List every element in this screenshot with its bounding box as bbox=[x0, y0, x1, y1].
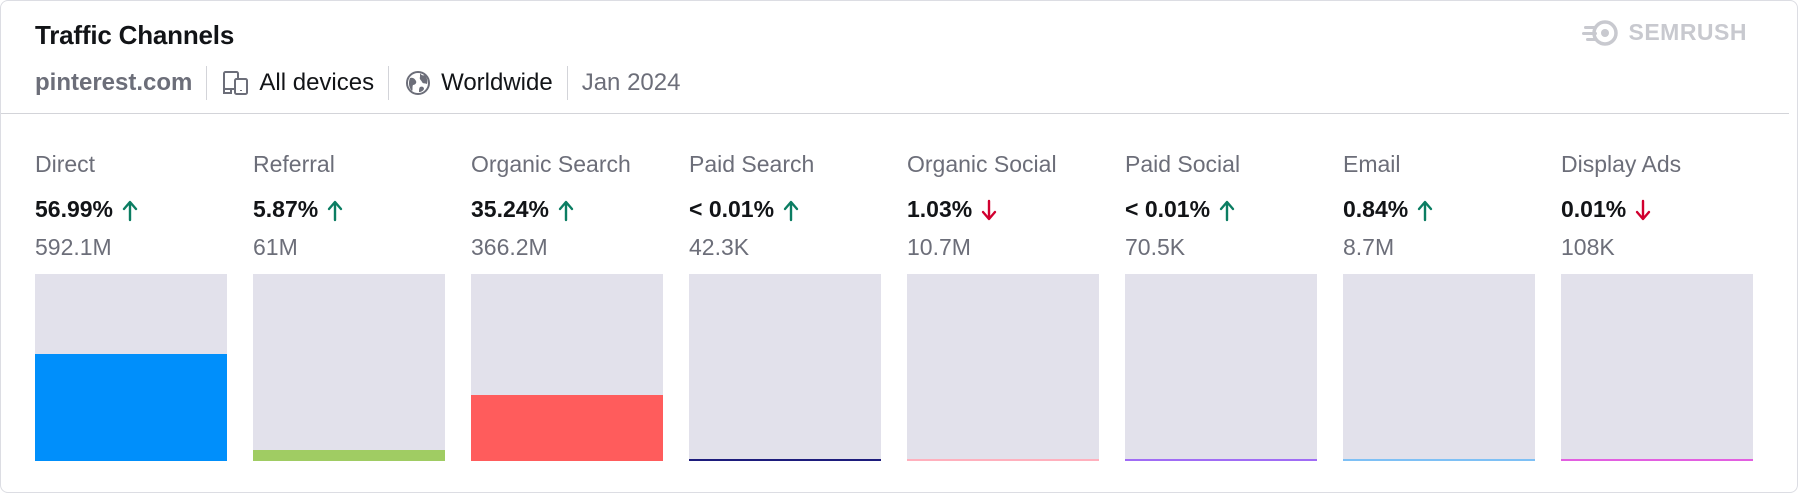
channel-share: 56.99% bbox=[35, 196, 114, 222]
channel-share: 0.01% bbox=[1561, 196, 1627, 222]
channel-paid-search[interactable]: Paid Search < 0.01% 42.3K bbox=[689, 114, 881, 492]
channel-share-row: 56.99% bbox=[35, 196, 139, 223]
channel-bar-track bbox=[1343, 274, 1535, 461]
channel-visits: 366.2M bbox=[471, 234, 548, 260]
channel-share: < 0.01% bbox=[689, 196, 775, 222]
channel-share: 35.24% bbox=[471, 196, 550, 222]
channel-bar-track bbox=[253, 274, 445, 461]
channel-bar-fill bbox=[471, 395, 663, 461]
filter-divider bbox=[206, 66, 208, 100]
channel-visits: 592.1M bbox=[35, 234, 112, 260]
device-filter-label: All devices bbox=[259, 69, 375, 96]
domain-label[interactable]: pinterest.com bbox=[35, 69, 193, 96]
arrow-down-icon bbox=[1634, 198, 1652, 222]
arrow-down-icon bbox=[980, 198, 998, 222]
channel-name: Organic Search bbox=[471, 151, 631, 177]
channel-share: 0.84% bbox=[1343, 196, 1409, 222]
channel-share-row: < 0.01% bbox=[1125, 196, 1236, 223]
channel-share: < 0.01% bbox=[1125, 196, 1211, 222]
channel-bar-fill bbox=[253, 450, 445, 461]
channel-bar-fill bbox=[907, 459, 1099, 461]
arrow-up-icon bbox=[782, 198, 800, 222]
channel-bar-track bbox=[1561, 274, 1753, 461]
region-filter[interactable]: Worldwide bbox=[403, 65, 553, 101]
arrow-up-icon bbox=[121, 198, 139, 222]
channel-email[interactable]: Email 0.84% 8.7M bbox=[1343, 114, 1535, 492]
channel-share-row: 5.87% bbox=[253, 196, 344, 223]
channel-bar-track bbox=[471, 274, 663, 461]
channel-bar-fill bbox=[35, 354, 227, 461]
filter-bar: pinterest.com All devices bbox=[35, 65, 680, 101]
channel-bar-track bbox=[35, 274, 227, 461]
channel-visits: 10.7M bbox=[907, 234, 971, 260]
channel-share-row: 35.24% bbox=[471, 196, 575, 223]
widget-header: Traffic Channels pinterest.com All devic… bbox=[1, 1, 1789, 114]
channel-name: Paid Social bbox=[1125, 151, 1241, 177]
channel-name: Email bbox=[1343, 151, 1401, 177]
semrush-logo-icon bbox=[1582, 19, 1619, 46]
globe-icon bbox=[403, 68, 433, 98]
channel-name: Organic Social bbox=[907, 151, 1057, 177]
arrow-up-icon bbox=[1416, 198, 1434, 222]
arrow-up-icon bbox=[1218, 198, 1236, 222]
channel-share-row: 0.01% bbox=[1561, 196, 1652, 223]
channel-visits: 8.7M bbox=[1343, 234, 1395, 260]
device-filter[interactable]: All devices bbox=[221, 65, 374, 101]
channel-share-row: 0.84% bbox=[1343, 196, 1434, 223]
channel-display-ads[interactable]: Display Ads 0.01% 108K bbox=[1561, 114, 1753, 492]
widget-title: Traffic Channels bbox=[35, 20, 235, 50]
channel-share-row: < 0.01% bbox=[689, 196, 800, 223]
arrow-up-icon bbox=[326, 198, 344, 222]
filter-divider bbox=[388, 66, 390, 100]
channel-referral[interactable]: Referral 5.87% 61M bbox=[253, 114, 445, 492]
filter-divider bbox=[566, 66, 568, 100]
channel-direct[interactable]: Direct 56.99% 592.1M bbox=[35, 114, 227, 492]
channel-share-row: 1.03% bbox=[907, 196, 998, 223]
channel-share: 1.03% bbox=[907, 196, 973, 222]
channel-bar-track bbox=[689, 274, 881, 461]
channel-visits: 42.3K bbox=[689, 234, 750, 260]
channel-name: Paid Search bbox=[689, 151, 815, 177]
channel-bar-track bbox=[1125, 274, 1317, 461]
channel-bar-fill bbox=[689, 459, 881, 461]
channel-share: 5.87% bbox=[253, 196, 319, 222]
channel-name: Referral bbox=[253, 151, 335, 177]
channel-paid-social[interactable]: Paid Social < 0.01% 70.5K bbox=[1125, 114, 1317, 492]
channel-visits: 61M bbox=[253, 234, 298, 260]
semrush-logo: SEMRUSH bbox=[1582, 19, 1747, 46]
channel-bar-track bbox=[907, 274, 1099, 461]
date-filter[interactable]: Jan 2024 bbox=[581, 69, 681, 96]
arrow-up-icon bbox=[557, 198, 575, 222]
channel-list: Direct 56.99% 592.1M Referral 5.87% 61M Organi… bbox=[1, 114, 1797, 492]
channel-visits: 70.5K bbox=[1125, 234, 1186, 260]
channel-organic-social[interactable]: Organic Social 1.03% 10.7M bbox=[907, 114, 1099, 492]
channel-name: Direct bbox=[35, 151, 96, 177]
channel-name: Display Ads bbox=[1561, 151, 1682, 177]
devices-icon bbox=[221, 68, 251, 98]
region-filter-label: Worldwide bbox=[441, 69, 553, 96]
channel-bar-fill bbox=[1125, 459, 1317, 461]
channel-bar-fill bbox=[1561, 459, 1753, 461]
brand-name: SEMRUSH bbox=[1628, 19, 1747, 45]
channel-organic-search[interactable]: Organic Search 35.24% 366.2M bbox=[471, 114, 663, 492]
channel-visits: 108K bbox=[1561, 234, 1615, 260]
channel-bar-fill bbox=[1343, 459, 1535, 461]
